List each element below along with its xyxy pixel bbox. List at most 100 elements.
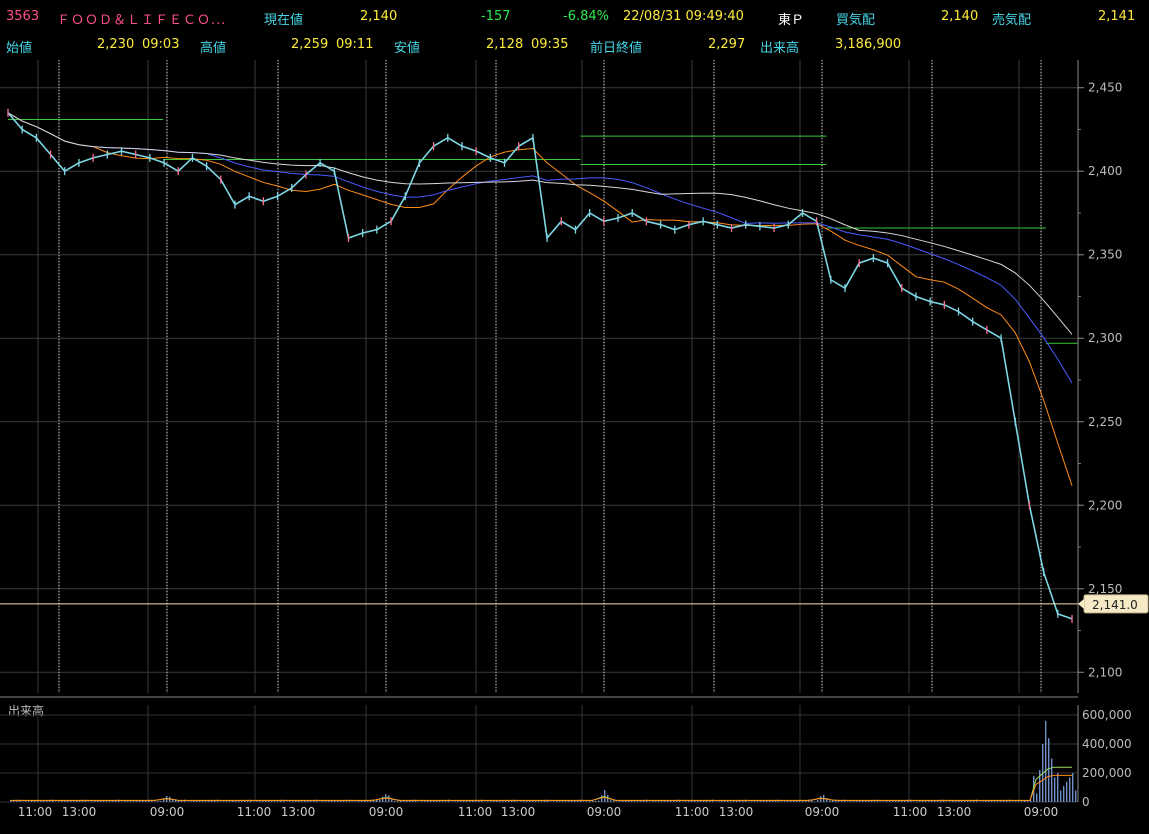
ytick-label: 2,250 xyxy=(1088,415,1122,429)
volume-bar xyxy=(262,800,264,802)
volume-bar xyxy=(847,801,849,802)
volume-bar xyxy=(955,800,957,802)
volume-bar xyxy=(436,800,438,802)
volume-bar xyxy=(133,800,135,802)
volume-bar xyxy=(613,799,615,802)
volume-bar xyxy=(865,800,867,802)
volume-bar xyxy=(766,800,768,802)
volume-bar xyxy=(295,800,297,802)
ask-label: 売気配 xyxy=(992,13,1032,28)
volume-ytick-label: 0 xyxy=(1082,795,1090,809)
ask-value: 2,141 xyxy=(1098,9,1136,24)
volume-bar xyxy=(604,790,606,802)
volume-bar xyxy=(1024,800,1026,802)
volume-bar xyxy=(55,801,57,802)
volume-bar xyxy=(337,800,339,802)
volume-bar xyxy=(898,800,900,802)
open-time: 09:03 xyxy=(142,37,180,52)
open-label: 始値 xyxy=(6,41,33,56)
volume-bar xyxy=(964,800,966,802)
volume-bar xyxy=(496,800,498,802)
volume-bar xyxy=(868,800,870,802)
volume-bar xyxy=(340,800,342,802)
volume-bar xyxy=(361,800,363,802)
volume-bar xyxy=(196,800,198,802)
volume-bar xyxy=(91,801,93,802)
volume-bar xyxy=(430,800,432,802)
volume-bar xyxy=(235,800,237,802)
volume-bar xyxy=(220,801,222,802)
volume-bar xyxy=(232,800,234,802)
volume-bar xyxy=(187,801,189,802)
volume-bar xyxy=(961,800,963,802)
volume-bar xyxy=(43,800,45,802)
volume-bar xyxy=(922,800,924,802)
volume-bar xyxy=(25,801,27,802)
volume-bar xyxy=(109,800,111,802)
ytick-label: 2,200 xyxy=(1088,498,1122,512)
time-tick-label: 13:00 xyxy=(719,805,754,819)
volume-bar xyxy=(616,801,618,802)
volume-bar xyxy=(1018,801,1020,802)
volume-bar xyxy=(946,801,948,802)
volume-bar xyxy=(535,800,537,802)
volume-bar xyxy=(28,801,30,802)
volume-bar xyxy=(799,800,801,802)
volume-bar xyxy=(523,801,525,802)
volume-bar xyxy=(631,800,633,802)
volume-bar xyxy=(307,800,309,802)
volume-bar xyxy=(991,800,993,802)
volume-bar xyxy=(667,800,669,802)
volume-bar xyxy=(694,800,696,802)
horizontal-grid xyxy=(0,87,1078,673)
time-tick-label: 09:00 xyxy=(587,805,622,819)
header-row-1: 3563 ＦＯＯＤ＆ＬＩＦＥＣＯ... 現在値 2,140 -157 -6.84… xyxy=(0,9,1149,28)
volume-bar xyxy=(367,800,369,802)
volume-bar xyxy=(1045,720,1047,802)
volume-bar xyxy=(721,801,723,802)
volume-bar xyxy=(493,800,495,802)
volume-bar xyxy=(322,801,324,802)
bid-label: 買気配 xyxy=(836,13,876,28)
ytick-label: 2,450 xyxy=(1088,81,1122,95)
volume-bar xyxy=(880,801,882,802)
volume-bar xyxy=(718,801,720,802)
volume-bar xyxy=(1069,777,1071,802)
last-price-tag-pointer xyxy=(1078,598,1084,609)
volume-bar xyxy=(427,800,429,802)
volume-bar xyxy=(559,800,561,802)
volume-bar xyxy=(520,801,522,802)
stock-name[interactable]: ＦＯＯＤ＆ＬＩＦＥＣＯ... xyxy=(57,13,227,28)
ytick-label: 2,300 xyxy=(1088,331,1122,345)
volume-bar xyxy=(802,800,804,802)
moving-averages xyxy=(7,112,1073,486)
volume-bar xyxy=(832,800,834,802)
volume-bar xyxy=(160,801,162,802)
volume-bar xyxy=(652,801,654,802)
volume-bar xyxy=(1057,773,1059,802)
last-price-tag-text: 2,141.0 xyxy=(1092,598,1138,612)
ma-slow-line xyxy=(7,112,1073,384)
volume-bar xyxy=(610,799,612,802)
stock-code[interactable]: 3563 xyxy=(6,9,40,24)
volume-bar xyxy=(826,798,828,802)
volume-bar xyxy=(790,800,792,802)
volume-bar xyxy=(598,800,600,802)
session-separators xyxy=(58,60,1042,693)
volume-bar xyxy=(358,801,360,802)
volume-bar xyxy=(1048,738,1050,802)
volume-bar xyxy=(565,800,567,802)
volume-bar xyxy=(571,800,573,802)
volume-bar xyxy=(757,800,759,802)
volume-bar xyxy=(787,801,789,802)
volume-bar xyxy=(916,801,918,802)
volume-bar xyxy=(724,800,726,802)
volume-bar xyxy=(403,800,405,802)
volume-bar xyxy=(1075,790,1077,802)
volume-bar xyxy=(421,801,423,802)
volume-bar xyxy=(355,801,357,802)
volume-bar xyxy=(439,800,441,802)
volume-bar xyxy=(157,801,159,802)
market-label: 東Ｐ xyxy=(778,13,805,28)
